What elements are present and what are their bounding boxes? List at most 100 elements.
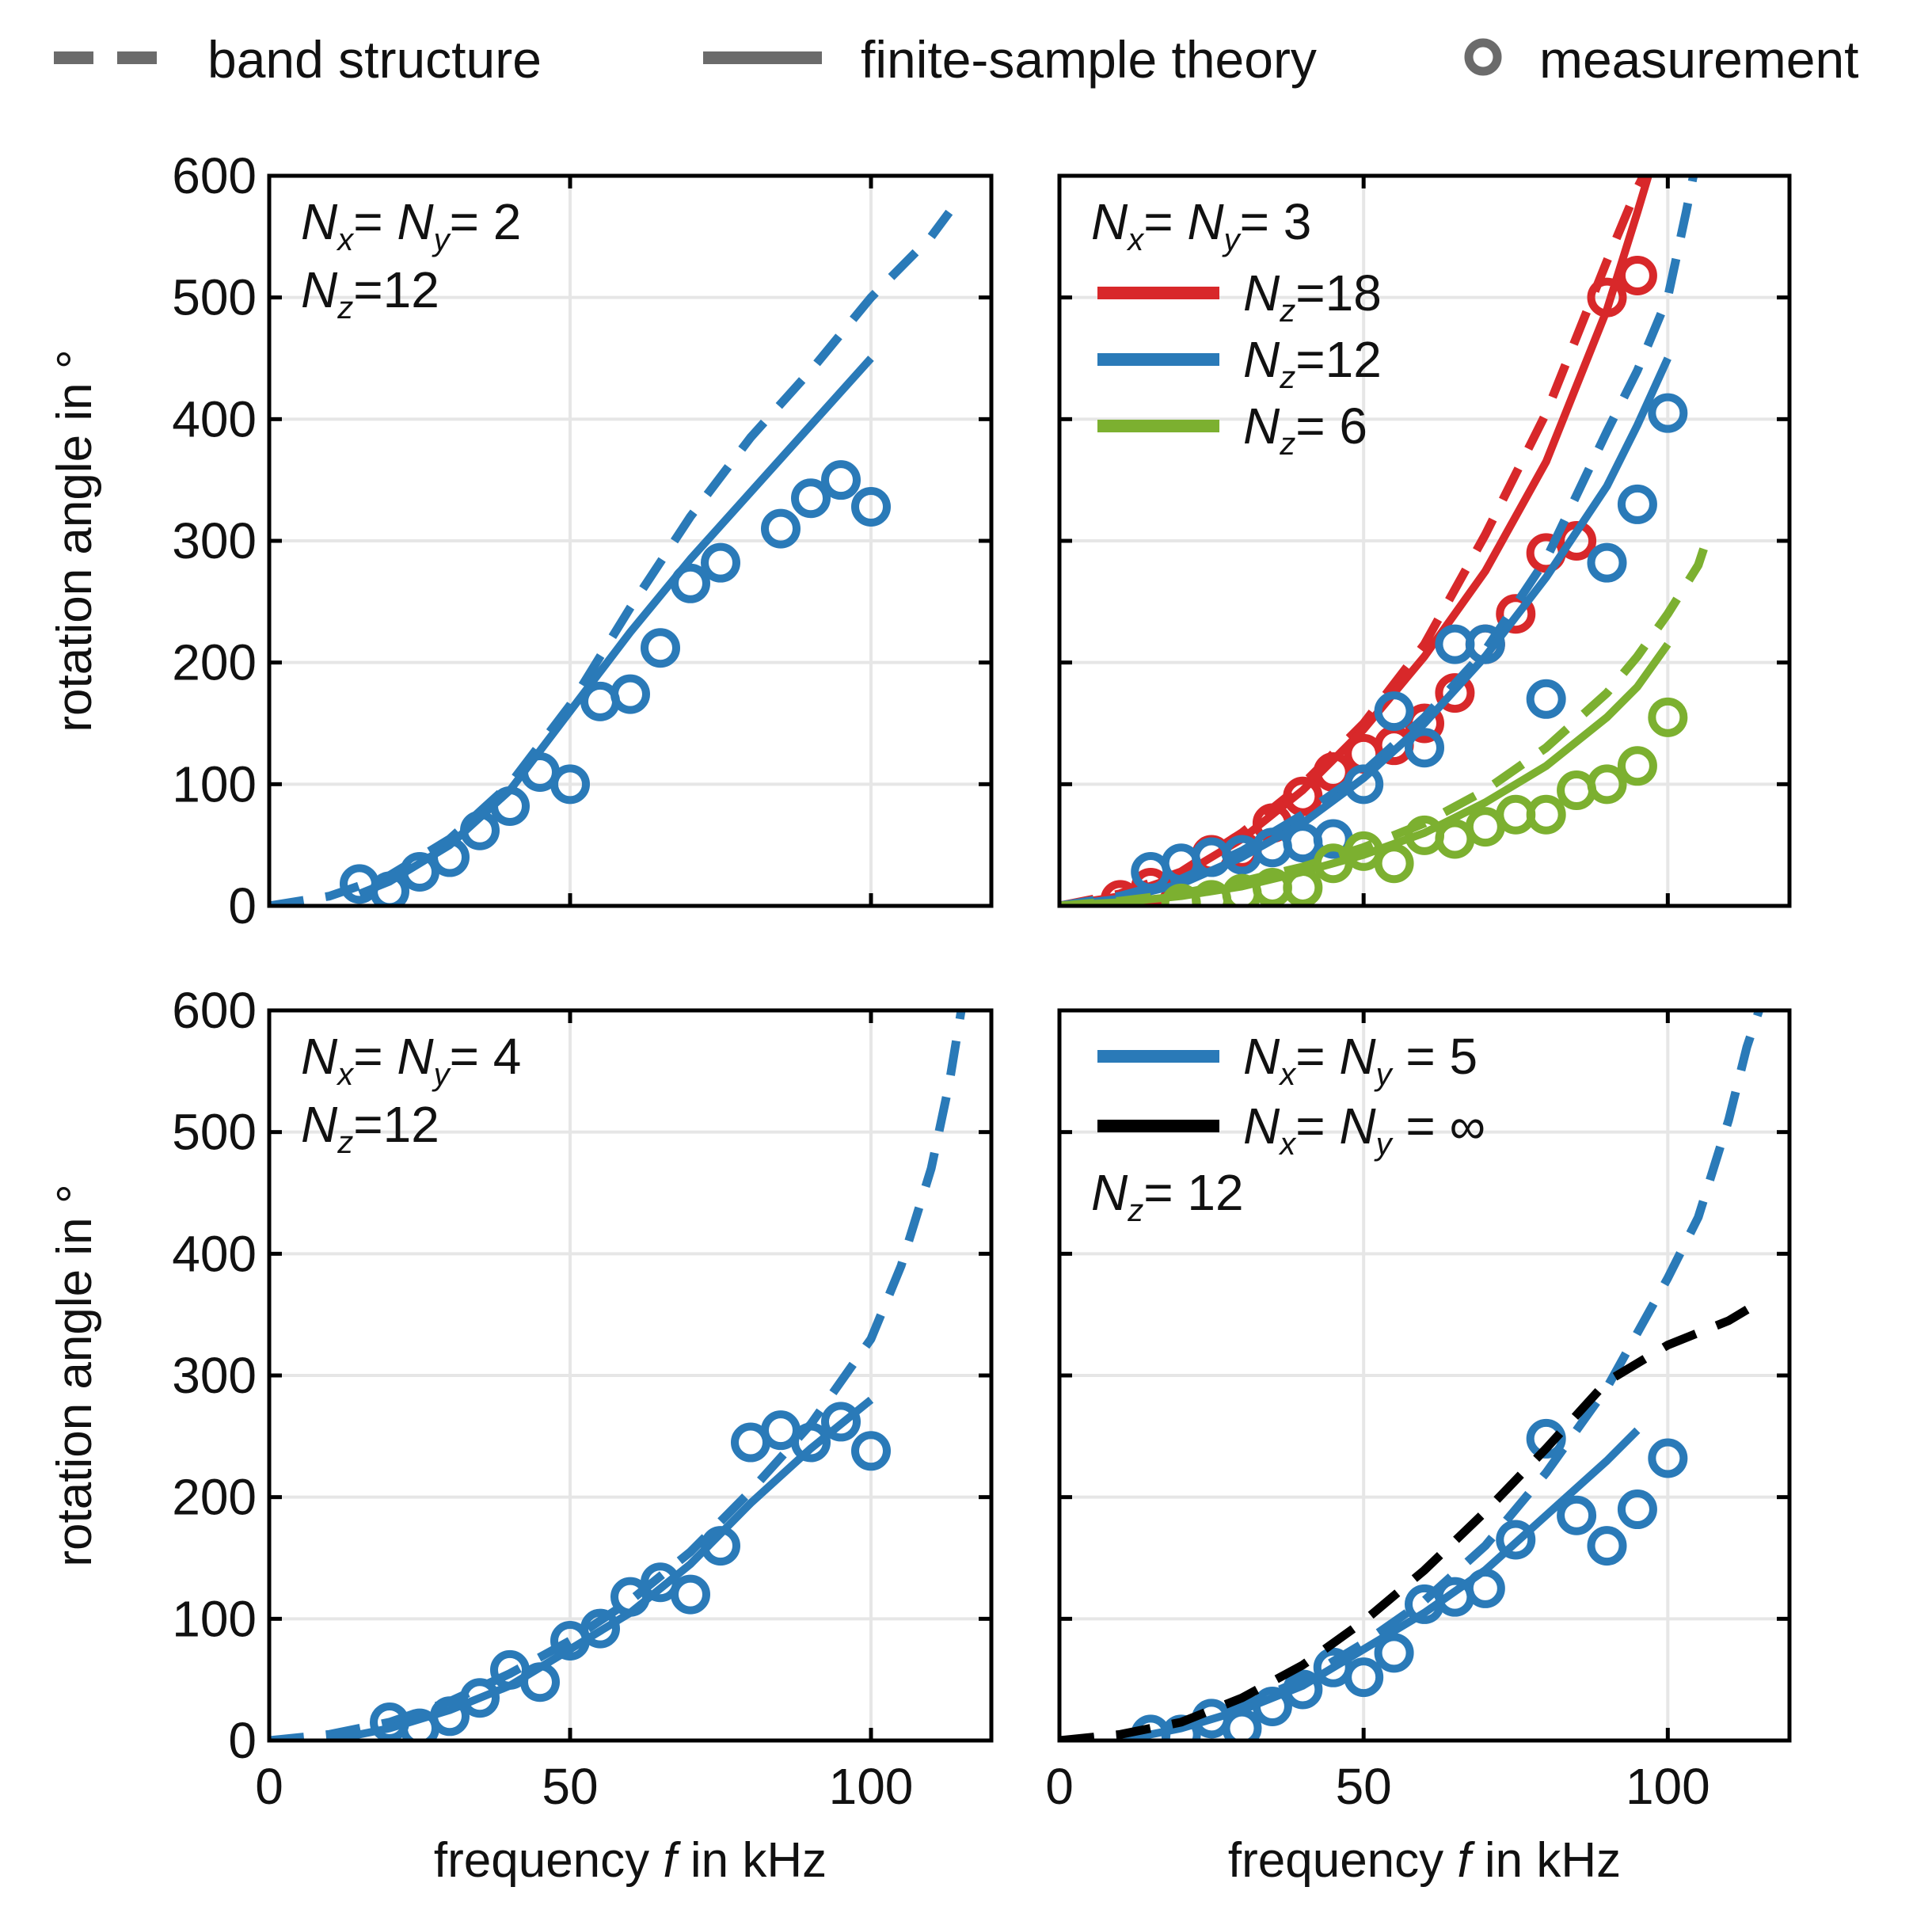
measurement-marker xyxy=(430,1696,470,1737)
panel-annotation: Nz=12 xyxy=(301,1096,439,1160)
finite-sample-theory-line xyxy=(1119,1427,1641,1740)
measurement-marker xyxy=(1465,1568,1505,1608)
legend-entry-label-rest: =18 xyxy=(1295,264,1382,321)
measurement-marker xyxy=(821,1402,861,1442)
panel-bottom-left: 0 100 200 300 400 500 600 0 50 100 rotation angle … xyxy=(48,982,994,1888)
legend-entry-label-subscript: x xyxy=(1278,1057,1297,1092)
y-tick-label: 100 xyxy=(172,755,257,812)
measurement-marker xyxy=(671,563,710,603)
measurement-marker xyxy=(520,1662,560,1702)
legend-entry-label-rest: =12 xyxy=(1295,331,1382,388)
panel-annotation-var: N xyxy=(1091,1164,1128,1221)
panel-annotation-subscript: y xyxy=(432,1057,452,1092)
y-tick-label: 600 xyxy=(172,982,257,1039)
x-tick-label: 50 xyxy=(542,1758,598,1815)
measurement-marker xyxy=(701,542,740,583)
legend-entry-label: Nz=12 xyxy=(1243,331,1382,395)
panel-annotation-rest: =12 xyxy=(353,1096,439,1153)
measurement-marker xyxy=(460,1678,500,1718)
panel-top-left: 0 100 200 300 400 500 600 rotation angle in ° Nx… xyxy=(48,147,994,934)
y-axis-title: rotation angle in ° xyxy=(48,349,102,732)
measurement-marker xyxy=(821,460,861,500)
measurement-marker xyxy=(671,1574,710,1615)
measurement-marker xyxy=(1222,1708,1262,1740)
measurement-marker xyxy=(761,508,801,549)
panel-annotation-subscript: x xyxy=(336,223,355,257)
panel-annotation-rest: = 4 xyxy=(450,1028,522,1085)
legend-entry-label-var: N xyxy=(1243,398,1280,455)
panel-annotation-var: N xyxy=(301,193,338,250)
legend-marker-label: measurement xyxy=(1539,30,1859,89)
panel-annotation: Nx= Ny= 3 xyxy=(1091,193,1311,257)
panel-annotation: Nz=12 xyxy=(301,261,439,325)
y-tick-label: 300 xyxy=(172,1347,257,1404)
panel-annotation-subscript: z xyxy=(337,1125,353,1160)
panel-annotation-var: N xyxy=(1091,193,1128,250)
measurement-marker xyxy=(1617,256,1657,296)
measurement-marker xyxy=(1496,594,1536,634)
y-tick-label: 0 xyxy=(228,1712,257,1769)
panel-annotation-subscript: z xyxy=(337,291,353,325)
plot-area xyxy=(1059,1010,1763,1740)
measurement-marker xyxy=(460,810,500,850)
y-tick-label: 400 xyxy=(172,1225,257,1282)
panel-annotation-rest: = 12 xyxy=(1143,1164,1243,1221)
y-tick-label: 200 xyxy=(172,634,257,691)
legend-entry-label-var: N xyxy=(1243,264,1280,321)
legend-entry-label-subscript: y xyxy=(1374,1127,1394,1162)
measurement-marker xyxy=(1526,679,1566,719)
x-axis-title-pre: frequency xyxy=(434,1833,664,1888)
panel-annotation-rest: = 2 xyxy=(450,193,522,250)
legend-entry-label-var: N xyxy=(1243,1028,1280,1085)
measurement-marker xyxy=(1496,1520,1536,1560)
x-axis-title-post: in kHz xyxy=(677,1833,827,1888)
x-tick-label: 0 xyxy=(255,1758,283,1815)
panel-annotation-rest: =12 xyxy=(353,261,439,318)
measurement-marker xyxy=(1587,764,1627,805)
panel-annotation-var: N xyxy=(383,193,435,250)
legend-dashed-label: band structure xyxy=(207,30,542,89)
legend-entry-label-var: N xyxy=(1243,331,1280,388)
panel-annotation: Nx= Ny= 4 xyxy=(301,1028,521,1092)
panel-annotation-rest: = xyxy=(1143,193,1173,250)
panel-annotation-subscript: y xyxy=(1222,223,1242,257)
finite-sample-theory-line xyxy=(1059,356,1671,906)
measurement-marker xyxy=(851,1431,891,1471)
panel-annotation-rest: = xyxy=(353,193,382,250)
x-tick-label: 100 xyxy=(1626,1758,1710,1815)
legend-entry-label-var: N xyxy=(1325,1098,1377,1155)
measurement-marker xyxy=(1587,1526,1627,1566)
measurement-marker xyxy=(1252,1686,1292,1726)
measurement-marker xyxy=(490,786,530,826)
y-tick-label: 500 xyxy=(172,1104,257,1161)
panel-annotation-subscript: x xyxy=(1126,223,1145,257)
measurement-marker xyxy=(791,478,831,519)
legend-entry-label-subscript: z xyxy=(1279,427,1295,462)
measurement-marker xyxy=(1374,691,1414,732)
legend-entry-label-var: N xyxy=(1325,1028,1377,1085)
legend-entry-label-rest: = xyxy=(1295,1028,1325,1085)
y-tick-label: 600 xyxy=(172,147,257,204)
figure-legend: band structure finite-sample theory meas… xyxy=(54,30,1859,89)
measurement-marker xyxy=(641,628,680,668)
measurement-marker xyxy=(1617,1489,1657,1530)
measurement-marker xyxy=(1344,1657,1384,1698)
measurement-marker xyxy=(1617,746,1657,786)
panel-annotation-subscript: y xyxy=(432,223,452,257)
legend-entry-label-subscript: x xyxy=(1278,1127,1297,1162)
measurement-marker xyxy=(370,871,409,906)
legend-entry-label-rest: = 5 xyxy=(1392,1028,1478,1085)
legend-entry-label-rest: = ∞ xyxy=(1392,1098,1486,1155)
legend-solid-label: finite-sample theory xyxy=(861,30,1317,89)
measurement-marker xyxy=(610,674,650,714)
panel-annotation-var: N xyxy=(383,1028,435,1085)
measurement-marker xyxy=(1617,484,1657,524)
x-tick-label: 0 xyxy=(1045,1758,1074,1815)
y-tick-label: 400 xyxy=(172,390,257,447)
band-structure-line xyxy=(1059,1299,1762,1740)
measurement-marker xyxy=(1587,542,1627,583)
y-tick-label: 300 xyxy=(172,512,257,569)
measurement-marker xyxy=(400,851,439,892)
